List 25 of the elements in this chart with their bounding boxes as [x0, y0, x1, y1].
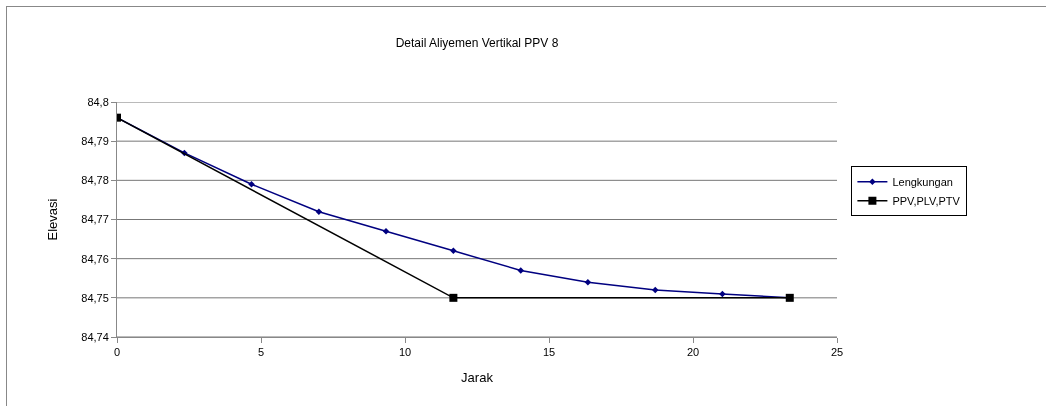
point [584, 278, 592, 286]
chart-title: Detail Aliyemen Vertikal PPV 8 [395, 36, 559, 51]
y-tick-label: 84,79 [81, 135, 109, 148]
point [248, 181, 255, 188]
x-tick-label: 5 [257, 346, 265, 359]
y-tick-label: 84,74 [81, 330, 109, 343]
x-tick-label: 20 [686, 346, 700, 359]
point [517, 267, 525, 274]
legend-label: Lengkungan [892, 176, 953, 189]
x-tick-label: 0 [113, 346, 121, 359]
x-tick-label: 25 [830, 346, 844, 359]
point [449, 293, 458, 302]
legend-label: PPV,PLV,PTV [892, 195, 961, 208]
y-tick-label: 84,77 [81, 213, 109, 226]
point [382, 228, 390, 235]
y-tick-label: 84,8 [87, 95, 109, 108]
y-tick-label: 84,75 [81, 291, 109, 304]
y-tick-label: 84,78 [81, 174, 109, 187]
y-tick-label: 84,76 [81, 252, 109, 265]
point [315, 208, 323, 215]
y-axis-title: Elevasi [45, 198, 61, 241]
point [450, 247, 457, 255]
x-axis-title: Jarak [461, 369, 494, 385]
x-tick-label: 10 [398, 346, 412, 359]
x-tick-label: 15 [542, 346, 556, 359]
